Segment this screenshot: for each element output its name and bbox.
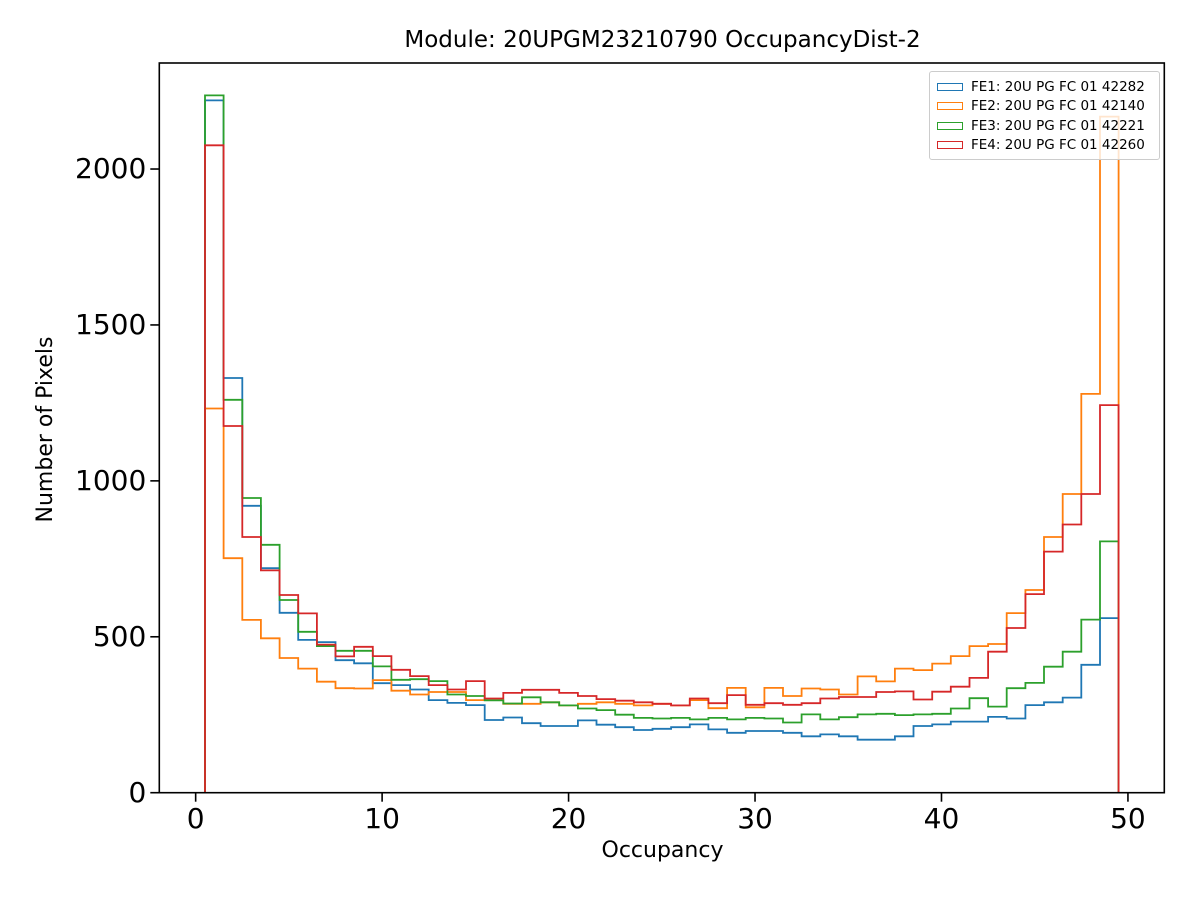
x-tick-label: 40 <box>923 801 960 835</box>
y-tick-label: 0 <box>128 775 147 809</box>
chart-title: Module: 20UPGM23210790 OccupancyDist-2 <box>404 27 921 53</box>
y-axis-label: Number of Pixels <box>33 336 58 523</box>
y-tick-label: 500 <box>92 619 147 653</box>
legend-patch-icon <box>937 121 963 130</box>
legend-item-1: FE1: 20U PG FC 01 42282 <box>937 77 1151 97</box>
legend: FE1: 20U PG FC 01 42282 FE2: 20U PG FC 01… <box>929 71 1160 160</box>
legend-patch-icon <box>937 141 963 150</box>
series-path-2 <box>204 115 1120 793</box>
y-tick-label: 2000 <box>75 152 147 186</box>
y-tick-label: 1000 <box>75 463 147 497</box>
x-tick-label: 30 <box>737 801 773 835</box>
axes-frame <box>158 62 1166 794</box>
series-path-3 <box>204 94 1120 793</box>
x-tick-label: 0 <box>186 801 205 835</box>
legend-item-2: FE2: 20U PG FC 01 42140 <box>937 97 1151 117</box>
legend-label: FE3: 20U PG FC 01 42221 <box>971 117 1145 134</box>
legend-patch-icon <box>937 82 963 91</box>
legend-item-3: FE3: 20U PG FC 01 42221 <box>937 116 1151 136</box>
legend-label: FE4: 20U PG FC 01 42260 <box>971 137 1145 154</box>
x-tick-label: 50 <box>1110 801 1146 835</box>
legend-patch-icon <box>937 102 963 111</box>
legend-label: FE2: 20U PG FC 01 42140 <box>971 98 1145 115</box>
legend-label: FE1: 20U PG FC 01 42282 <box>971 78 1145 95</box>
legend-item-4: FE4: 20U PG FC 01 42260 <box>937 136 1151 156</box>
x-tick-label: 20 <box>550 801 587 835</box>
series-path-1 <box>204 99 1120 793</box>
y-tick-label: 1500 <box>75 307 147 341</box>
series-path-4 <box>204 144 1120 793</box>
x-axis-label: Occupancy <box>601 838 724 863</box>
x-tick-label: 10 <box>364 801 400 835</box>
